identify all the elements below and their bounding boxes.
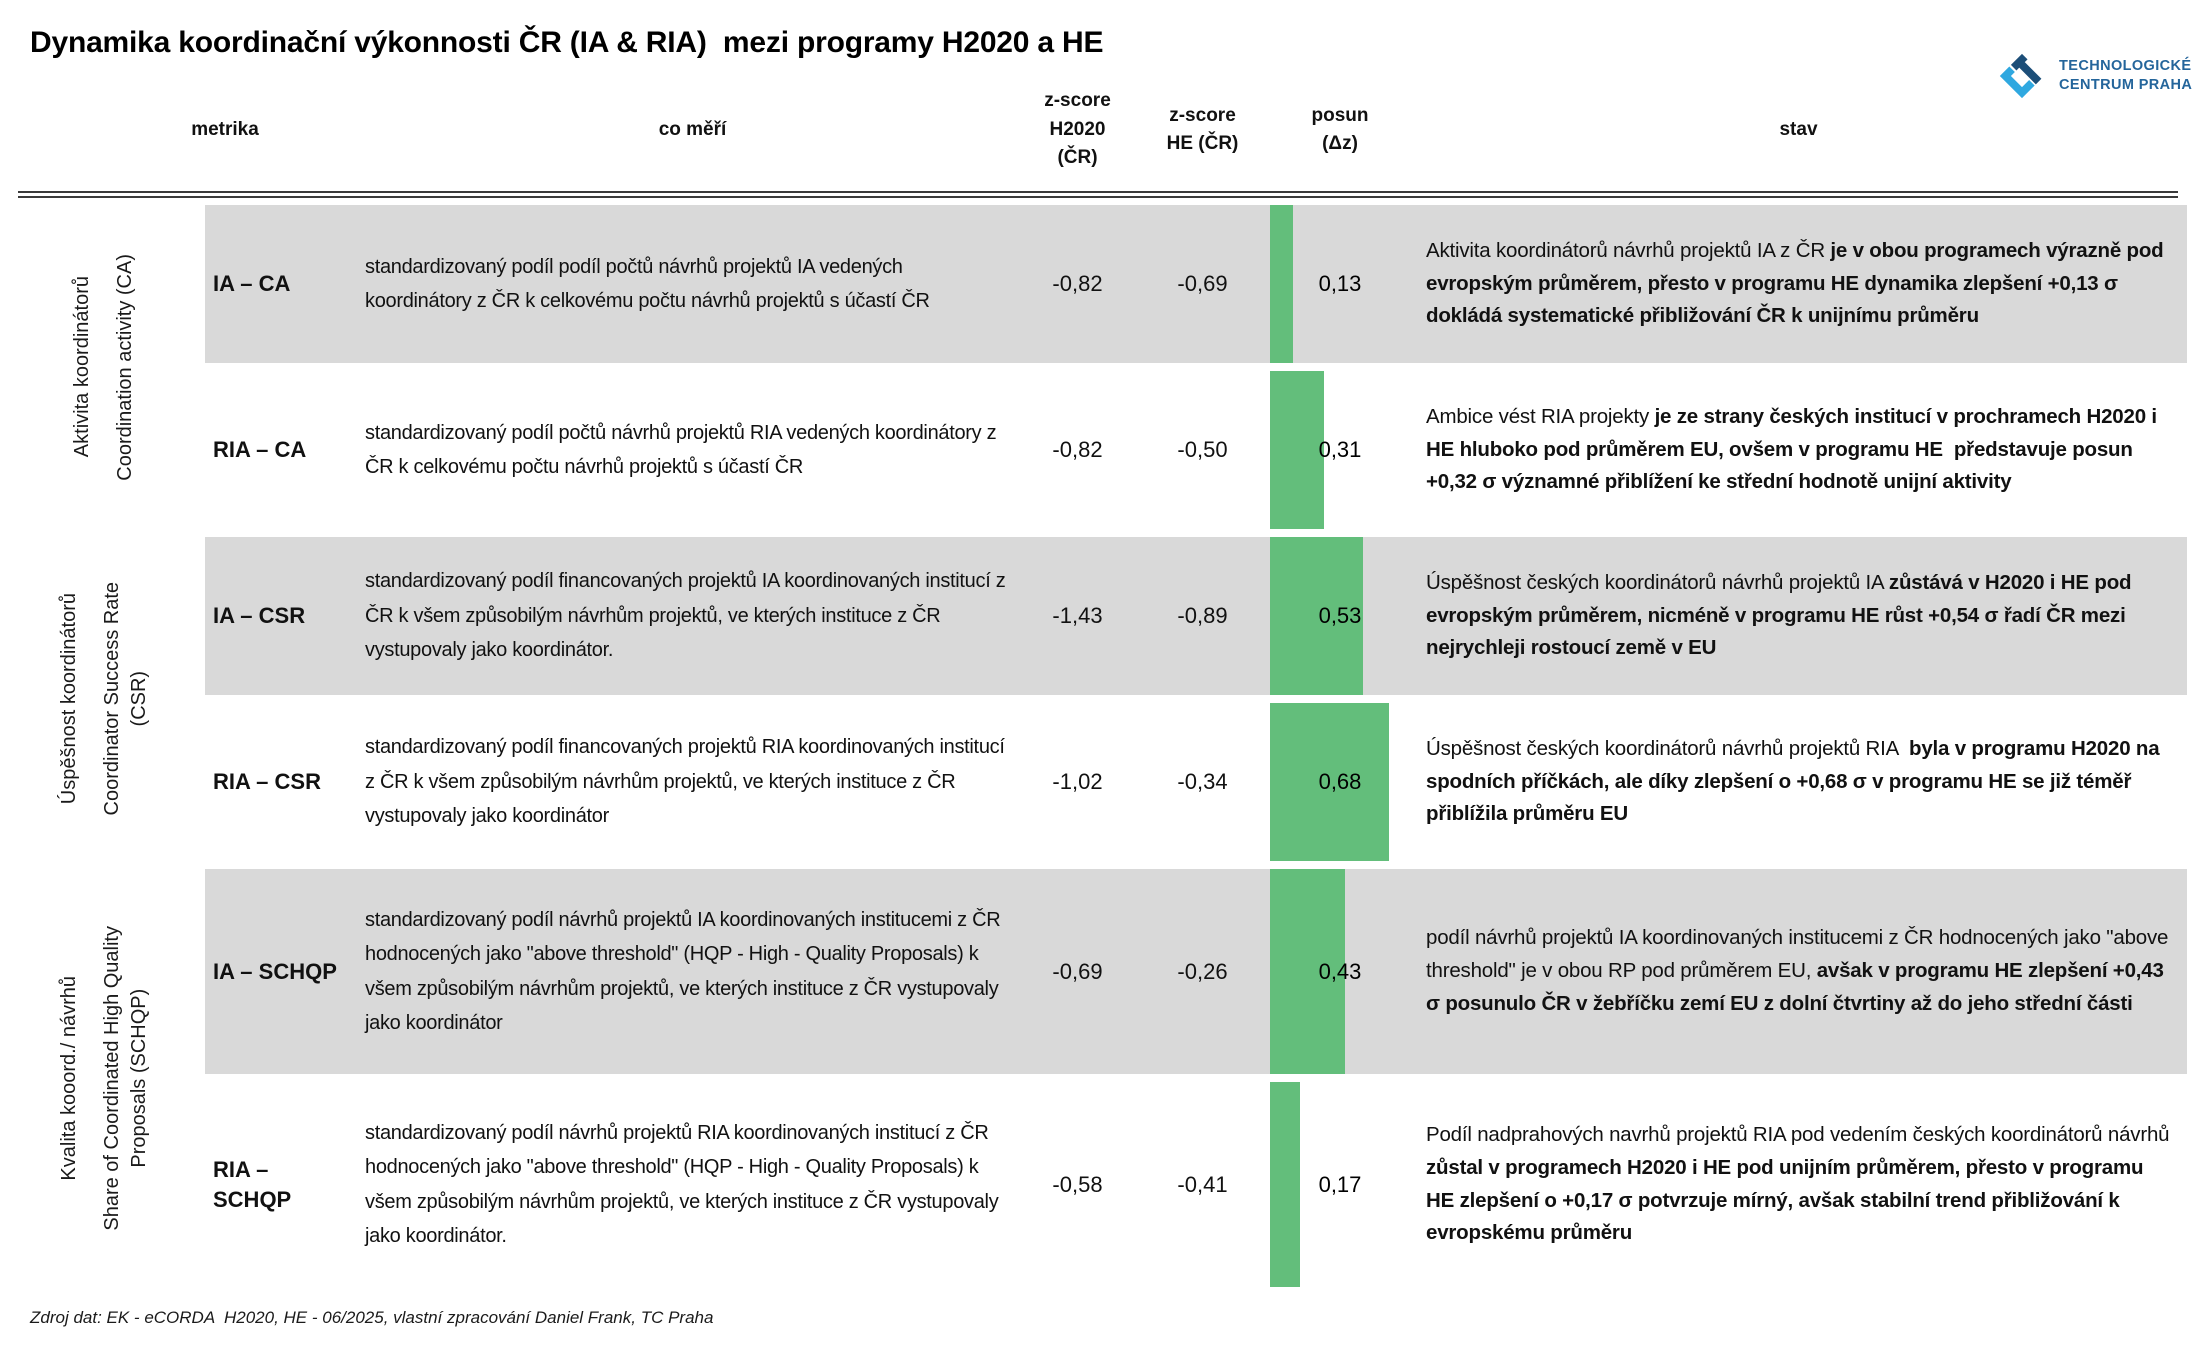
shift-value: 0,43 xyxy=(1318,958,1362,984)
metric-code: IA – SCHQP xyxy=(213,958,337,984)
status-cell: Úspěšnost českých koordinátorů návrhů pr… xyxy=(1410,537,2187,695)
zscore-h2020-value: -0,82 xyxy=(1052,437,1103,462)
status-cell: Podíl nadprahových navrhů projektů RIA p… xyxy=(1410,1082,2187,1287)
row-group-coordination-activity: Aktivita koordinátorů Coordination activ… xyxy=(28,205,180,529)
shift-value: 0,53 xyxy=(1318,603,1362,628)
shift-value: 0,13 xyxy=(1318,271,1362,296)
group-label-cz: Kvalita kooord./ návrhů xyxy=(57,975,80,1181)
group-label-en: Coordination activity (CA) xyxy=(114,253,136,481)
column-header-metric: metrika xyxy=(191,118,259,140)
status-cell: Ambice vést RIA projekty je ze strany če… xyxy=(1410,371,2187,529)
logo-line-2: CENTRUM PRAHA xyxy=(2059,77,2193,93)
status-text: podíl návrhů projektů IA koordinovaných … xyxy=(1426,922,2173,1020)
shift-bar xyxy=(1270,869,1345,1074)
table-body: IA – CA standardizovaný podíl podíl počt… xyxy=(205,205,2187,1287)
shift-bar xyxy=(1270,371,1324,529)
zscore-he-value: -0,50 xyxy=(1177,437,1228,462)
zscore-h2020-value: -0,58 xyxy=(1052,1171,1103,1197)
status-plain: Podíl nadprahových navrhů projektů RIA p… xyxy=(1426,1122,2175,1146)
status-bold: avšak v programu HE zlepšení +0,43 σ pos… xyxy=(1426,959,2170,1015)
row-group-coordinator-success-rate: Úspěšnost koordinátorů Coordinator Succe… xyxy=(28,537,180,861)
group-label-cz: Úspěšnost koordinátorů xyxy=(57,593,80,805)
zscore-he-value: -0,89 xyxy=(1177,603,1228,628)
zscore-he-value: -0,41 xyxy=(1177,1171,1228,1197)
status-cell: Aktivita koordinátorů návrhů projektů IA… xyxy=(1410,205,2187,363)
shift-cell: 0,31 xyxy=(1270,371,1410,529)
metric-description: standardizovaný podíl podíl počtů návrhů… xyxy=(365,255,930,312)
metric-description: standardizovaný podíl financovaných proj… xyxy=(365,570,1011,662)
header-divider-double-rule xyxy=(18,191,2178,198)
zscore-h2020-value: -1,02 xyxy=(1052,769,1103,794)
status-bold: zůstává v H2020 i HE pod evropským průmě… xyxy=(1426,570,2137,660)
table-row-ria-schqp: RIA – SCHQP standardizovaný podíl návrhů… xyxy=(205,1082,2187,1287)
zscore-h2020-value: -0,69 xyxy=(1052,958,1103,984)
table-row-ia-ca: IA – CA standardizovaný podíl podíl počt… xyxy=(205,205,2187,363)
status-plain: Úspěšnost českých koordinátorů návrhů pr… xyxy=(1426,736,1909,760)
metric-description: standardizovaný podíl návrhů projektů IA… xyxy=(365,908,1006,1034)
status-bold: je ze strany českých institucí v prochra… xyxy=(1426,404,2163,494)
metric-description: standardizovaný podíl návrhů projektů RI… xyxy=(365,1121,1004,1247)
table-row-ia-schqp: IA – SCHQP standardizovaný podíl návrhů … xyxy=(205,869,2187,1074)
status-cell: Úspěšnost českých koordinátorů návrhů pr… xyxy=(1410,703,2187,861)
group-label-en: Share of Coordinated High Quality Propos… xyxy=(100,925,150,1231)
status-bold: byla v programu H2020 na spodních příčká… xyxy=(1426,736,2165,826)
status-plain: podíl návrhů projektů IA koordinovaných … xyxy=(1426,926,2174,983)
shift-bar xyxy=(1270,703,1389,861)
row-group-schqp: Kvalita kooord./ návrhů Share of Coordin… xyxy=(28,869,180,1287)
zscore-h2020-value: -0,82 xyxy=(1052,271,1103,296)
shift-cell: 0,68 xyxy=(1270,703,1410,861)
status-plain: Aktivita koordinátorů návrhů projektů IA… xyxy=(1426,238,1831,262)
metric-description: standardizovaný podíl počtů návrhů proje… xyxy=(365,421,1002,478)
metric-code: IA – CA xyxy=(213,271,291,297)
shift-value: 0,17 xyxy=(1318,1171,1362,1197)
status-text: Úspěšnost českých koordinátorů návrhů pr… xyxy=(1426,733,2173,831)
tc-praha-logo-text: TECHNOLOGICKÉ CENTRUM PRAHA xyxy=(2059,57,2192,95)
shift-cell: 0,13 xyxy=(1270,205,1410,363)
status-bold: zůstal v programech H2020 i HE pod unijn… xyxy=(1426,1155,2149,1245)
metric-code: RIA – CSR xyxy=(213,769,321,795)
metric-code: RIA – SCHQP xyxy=(213,1156,292,1212)
shift-cell: 0,43 xyxy=(1270,869,1410,1074)
table-row-ria-csr: RIA – CSR standardizovaný podíl financov… xyxy=(205,703,2187,861)
shift-bar xyxy=(1270,205,1293,363)
group-label-cz: Aktivita koordinátorů xyxy=(71,276,93,458)
column-header-shift: posun (Δz) xyxy=(1311,104,1369,155)
zscore-he-value: -0,69 xyxy=(1177,271,1228,296)
metric-code: IA – CSR xyxy=(213,603,306,629)
logo-line-1: TECHNOLOGICKÉ xyxy=(2059,58,2192,75)
metric-description: standardizovaný podíl financovaných proj… xyxy=(365,736,1010,828)
status-text: Podíl nadprahových navrhů projektů RIA p… xyxy=(1426,1119,2173,1250)
column-header-measures: co měří xyxy=(658,118,727,140)
group-label-en: Coordinator Success Rate (CSR) xyxy=(100,582,150,816)
shift-bar xyxy=(1270,1082,1300,1287)
shift-value: 0,31 xyxy=(1318,437,1362,462)
shift-cell: 0,53 xyxy=(1270,537,1410,695)
status-text: Aktivita koordinátorů návrhů projektů IA… xyxy=(1426,235,2173,333)
shift-bar xyxy=(1270,537,1363,695)
shift-cell: 0,17 xyxy=(1270,1082,1410,1287)
status-plain: Ambice vést RIA projekty xyxy=(1426,404,1655,428)
status-text: Úspěšnost českých koordinátorů návrhů pr… xyxy=(1426,567,2173,665)
status-text: Ambice vést RIA projekty je ze strany če… xyxy=(1426,401,2173,499)
column-header-zscore-he: z-score HE (ČR) xyxy=(1166,104,1239,155)
status-plain: Úspěšnost českých koordinátorů návrhů pr… xyxy=(1426,570,1889,594)
table-row-ia-csr: IA – CSR standardizovaný podíl financova… xyxy=(205,537,2187,695)
page-title: Dynamika koordinační výkonnosti ČR (IA &… xyxy=(30,26,1104,59)
zscore-h2020-value: -1,43 xyxy=(1052,603,1103,628)
table-header-row: metrika co měří z-score H2020 (ČR) z-sco… xyxy=(85,70,2187,190)
tc-praha-logo: TECHNOLOGICKÉ CENTRUM PRAHA xyxy=(1994,48,2192,104)
table-row-ria-ca: RIA – CA standardizovaný podíl počtů náv… xyxy=(205,371,2187,529)
metric-code: RIA – CA xyxy=(213,437,307,463)
column-header-zscore-h2020: z-score H2020 (ČR) xyxy=(1044,90,1111,169)
zscore-he-value: -0,26 xyxy=(1177,958,1228,984)
shift-value: 0,68 xyxy=(1318,769,1362,794)
status-cell: podíl návrhů projektů IA koordinovaných … xyxy=(1410,869,2187,1074)
zscore-he-value: -0,34 xyxy=(1177,769,1228,794)
column-header-status: stav xyxy=(1779,118,1818,140)
status-bold: je v obou programech výrazně pod evropsk… xyxy=(1426,238,2169,328)
tc-diamond-logo-icon xyxy=(1999,53,2042,99)
data-source-note: Zdroj dat: EK - eCORDA H2020, HE - 06/20… xyxy=(30,1308,714,1327)
